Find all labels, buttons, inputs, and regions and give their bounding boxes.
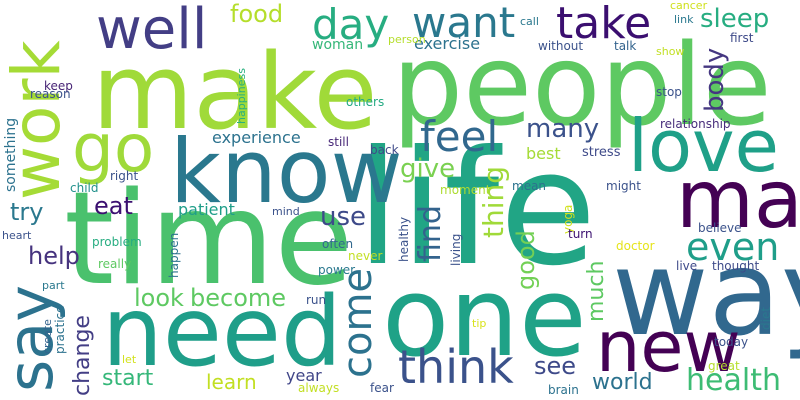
word-something: something: [3, 117, 19, 192]
word-practice: practice: [53, 305, 67, 354]
word-heart: heart: [2, 229, 32, 242]
word-see: see: [534, 352, 577, 380]
word-believe: believe: [698, 221, 742, 235]
word-really: really: [98, 257, 132, 271]
word-know: know: [170, 120, 403, 223]
word-health: health: [686, 363, 781, 398]
word-best: best: [526, 144, 561, 163]
word-exercise: exercise: [414, 34, 481, 53]
word-without: without: [538, 39, 584, 53]
word-show: show: [656, 45, 685, 58]
word-come: come: [335, 267, 381, 378]
word-way: way: [612, 224, 800, 362]
word-want: want: [412, 0, 516, 47]
word-make: make: [92, 31, 378, 153]
word-patient: patient: [178, 200, 235, 219]
word-part: part: [42, 279, 65, 292]
word-feel: feel: [420, 112, 499, 161]
word-day: day: [312, 0, 390, 49]
word-much: much: [584, 260, 609, 322]
word-love: love: [628, 104, 779, 188]
word-stress: stress: [582, 145, 621, 160]
word-might: might: [606, 179, 641, 193]
word-relationship: relationship: [660, 117, 731, 131]
word-brain: brain: [548, 383, 579, 397]
word-often: often: [322, 237, 354, 251]
word-life: life: [356, 117, 597, 301]
word-others: others: [346, 95, 385, 109]
word-take: take: [556, 0, 652, 49]
word-use: use: [320, 202, 367, 232]
word-food: food: [230, 0, 284, 28]
word-keep: keep: [44, 79, 73, 93]
word-doctor: doctor: [616, 239, 655, 253]
word-think: think: [398, 340, 514, 394]
word-many: many: [526, 114, 600, 144]
word-people: people: [392, 21, 772, 151]
word-thought: thought: [712, 259, 760, 273]
word-eat: eat: [94, 192, 133, 220]
word-may: may: [676, 153, 800, 246]
word-body: body: [700, 47, 730, 112]
word-run: run: [306, 293, 327, 307]
word-time: time: [64, 165, 354, 314]
word-give: give: [400, 154, 456, 184]
word-call: call: [520, 15, 539, 28]
word-world: world: [592, 370, 653, 395]
word-today: today: [714, 335, 749, 349]
word-mean: mean: [512, 179, 547, 193]
word-talk: talk: [614, 39, 637, 53]
word-go: go: [72, 110, 155, 187]
word-create: create: [41, 319, 54, 354]
word-tip: tip: [472, 317, 487, 330]
word-healthy: healthy: [397, 216, 411, 262]
word-link: link: [674, 13, 694, 26]
word-help: help: [28, 242, 80, 270]
word-cancer: cancer: [670, 0, 708, 12]
word-happiness: happiness: [235, 68, 248, 124]
word-happen: happen: [167, 232, 181, 278]
word-moment: moment: [440, 183, 491, 197]
word-look: look: [134, 284, 184, 312]
word-never: never: [348, 249, 383, 263]
word-always: always: [298, 381, 340, 395]
word-try: try: [10, 198, 44, 226]
word-one: one: [382, 253, 587, 381]
word-change: change: [70, 315, 95, 396]
word-experience: experience: [212, 128, 301, 147]
word-start: start: [102, 366, 154, 391]
word-new: new: [596, 306, 741, 388]
word-person: person: [388, 33, 426, 46]
word-year: year: [286, 366, 322, 385]
word-diet: diet: [759, 306, 773, 330]
word-let: let: [122, 353, 137, 366]
word-first: first: [730, 31, 754, 45]
word-power: power: [318, 263, 356, 277]
word-learn: learn: [206, 370, 257, 394]
word-even: even: [686, 225, 780, 269]
word-find: find: [413, 205, 448, 262]
word-problem: problem: [92, 235, 142, 249]
word-back: back: [370, 143, 399, 157]
word-need: need: [102, 276, 342, 388]
word-child: child: [70, 181, 99, 195]
word-woman: woman: [312, 37, 364, 53]
word-thing: thing: [477, 165, 510, 238]
word-right: right: [110, 169, 139, 183]
word-mind: mind: [272, 205, 300, 218]
word-live: live: [676, 259, 698, 273]
word-living: living: [449, 233, 463, 266]
word-become: become: [190, 284, 287, 312]
word-fear: fear: [370, 381, 394, 395]
word-sleep: sleep: [700, 4, 770, 34]
word-reason: reason: [30, 87, 71, 101]
word-good: good: [512, 230, 540, 290]
word-still: still: [328, 135, 349, 149]
word-great: great: [708, 359, 740, 373]
word-well: well: [96, 0, 208, 62]
word-stop: stop: [656, 85, 682, 99]
word-turn: turn: [568, 227, 593, 241]
